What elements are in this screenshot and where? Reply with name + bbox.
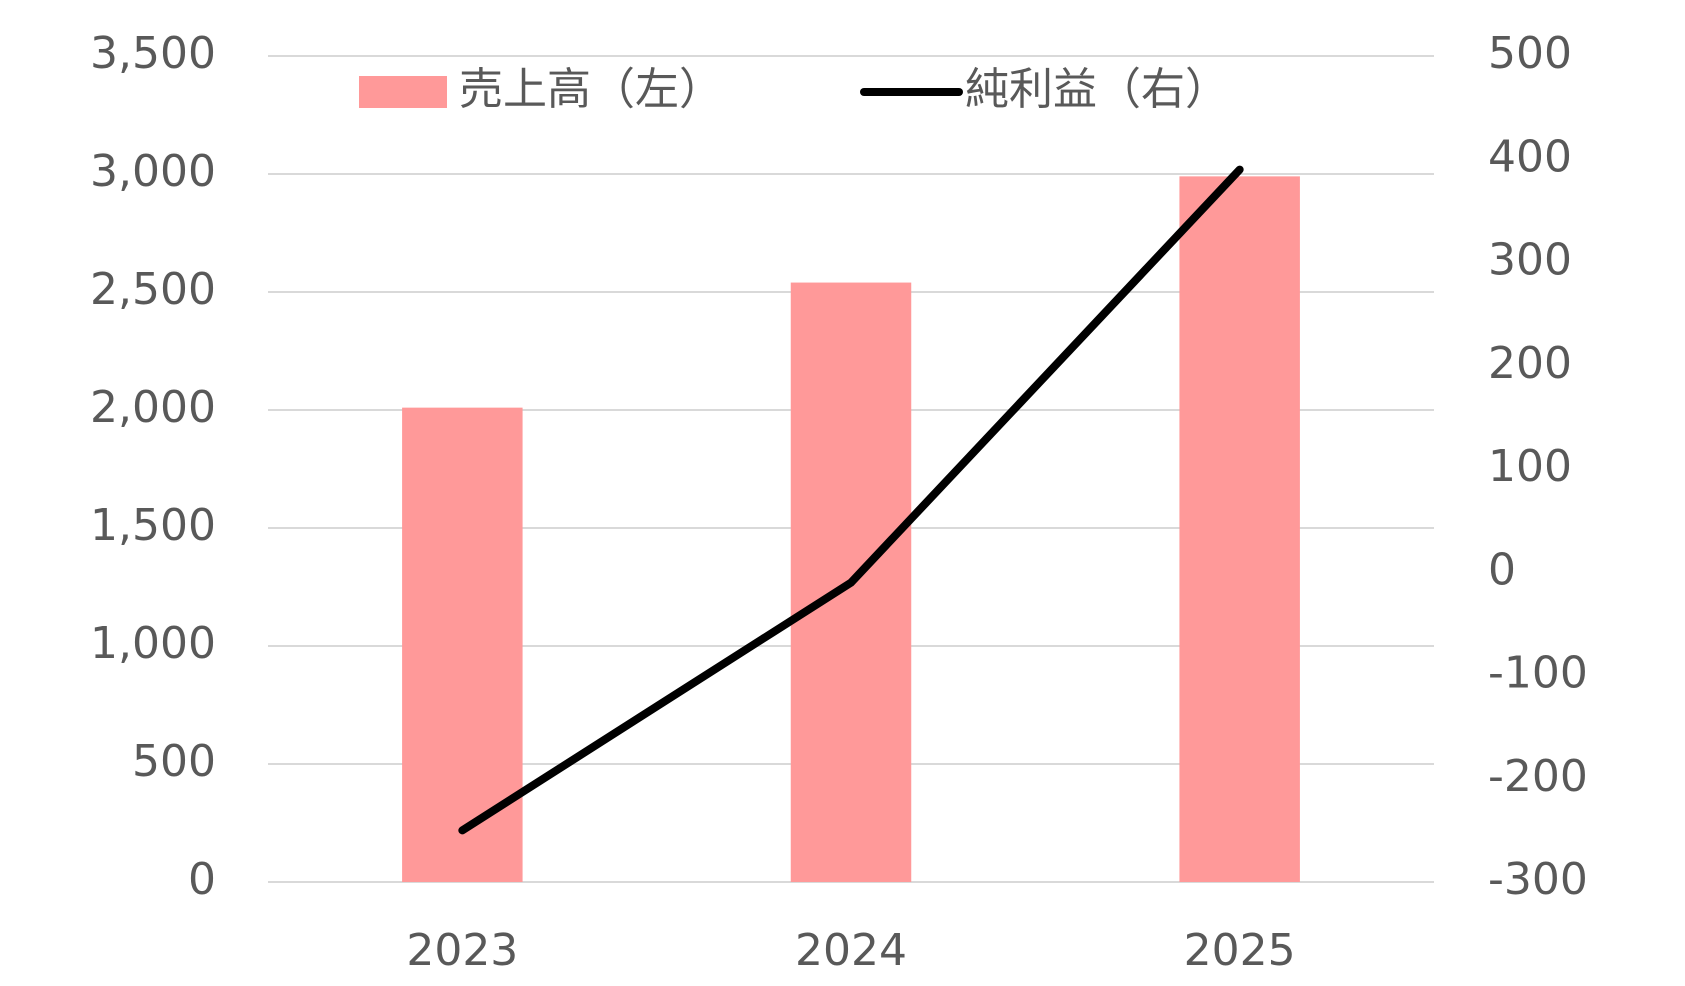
y-tick-label: 2,000 bbox=[90, 382, 216, 433]
legend-label: 純利益（右） bbox=[965, 64, 1229, 115]
y2-tick-label: 200 bbox=[1488, 338, 1572, 389]
y-tick-label: 3,500 bbox=[90, 28, 216, 79]
x-tick-label: 2025 bbox=[1184, 925, 1296, 976]
line bbox=[458, 165, 1244, 835]
y2-tick-label: -300 bbox=[1488, 854, 1588, 905]
y2-tick-label: 300 bbox=[1488, 235, 1572, 286]
y2-tick-label: 0 bbox=[1488, 544, 1516, 595]
y2-tick-label: -200 bbox=[1488, 751, 1588, 802]
y-tick-label: 1,000 bbox=[90, 618, 216, 669]
y2-tick-label: 400 bbox=[1488, 131, 1572, 182]
x-tick-label: 2023 bbox=[406, 925, 518, 976]
y2-tick-label: 500 bbox=[1488, 28, 1572, 79]
y-tick-label: 500 bbox=[132, 736, 216, 787]
legend-swatch bbox=[359, 76, 447, 108]
bar bbox=[1179, 176, 1300, 883]
bar bbox=[402, 407, 523, 882]
y-tick-label: 2,500 bbox=[90, 264, 216, 315]
y-tick-label: 0 bbox=[188, 854, 216, 905]
y2-tick-label: -100 bbox=[1488, 648, 1588, 699]
x-tick-label: 2024 bbox=[795, 925, 907, 976]
y-tick-label: 3,000 bbox=[90, 146, 216, 197]
y-tick-label: 1,500 bbox=[90, 500, 216, 551]
legend-label: 売上高（左） bbox=[459, 64, 723, 115]
y2-tick-label: 100 bbox=[1488, 441, 1572, 492]
